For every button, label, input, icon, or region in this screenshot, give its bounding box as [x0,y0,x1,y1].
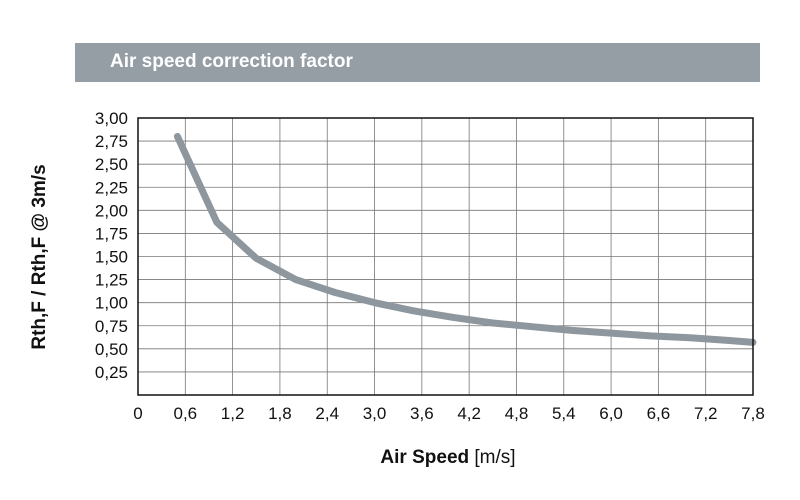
y-tick-label: 2,75 [95,132,128,151]
x-tick-label: 4,2 [457,404,481,423]
x-tick-label: 5,4 [552,404,576,423]
x-tick-label: 7,2 [694,404,718,423]
x-tick-label: 0 [133,404,142,423]
chart-title: Air speed correction factor [110,51,353,72]
y-tick-label: 1,00 [95,294,128,313]
x-tick-label: 3,6 [410,404,434,423]
y-axis-label: Rth,F / Rth,F @ 3m/s [29,164,50,350]
y-tick-label: 1,50 [95,248,128,267]
y-tick-label: 3,00 [95,109,128,128]
x-tick-label: 1,2 [221,404,245,423]
x-axis-label: Air Speed [m/s] [380,447,515,469]
x-tick-label: 6,0 [599,404,623,423]
y-tick-label: 0,75 [95,317,128,336]
x-axis-label-unit: [m/s] [474,447,516,468]
y-tick-label: 1,25 [95,271,128,290]
y-tick-label: 1,75 [95,224,128,243]
x-tick-label: 6,6 [647,404,671,423]
plot-frame [137,117,754,396]
y-tick-label: 2,25 [95,178,128,197]
y-tick-label: 0,50 [95,340,128,359]
chart-title-bar: Air speed correction factor [75,43,760,82]
y-tick-label: 2,50 [95,155,128,174]
series-line [173,132,757,346]
x-tick-label: 7,8 [741,404,765,423]
x-tick-label: 1,8 [268,404,292,423]
x-tick-label: 2,4 [315,404,339,423]
x-tick-label: 3,0 [363,404,387,423]
x-tick-label: 0,6 [173,404,197,423]
x-axis-label-name: Air Speed [380,447,470,468]
y-tick-label: 0,25 [95,363,128,382]
x-tick-label: 4,8 [505,404,529,423]
y-tick-label: 2,00 [95,201,128,220]
